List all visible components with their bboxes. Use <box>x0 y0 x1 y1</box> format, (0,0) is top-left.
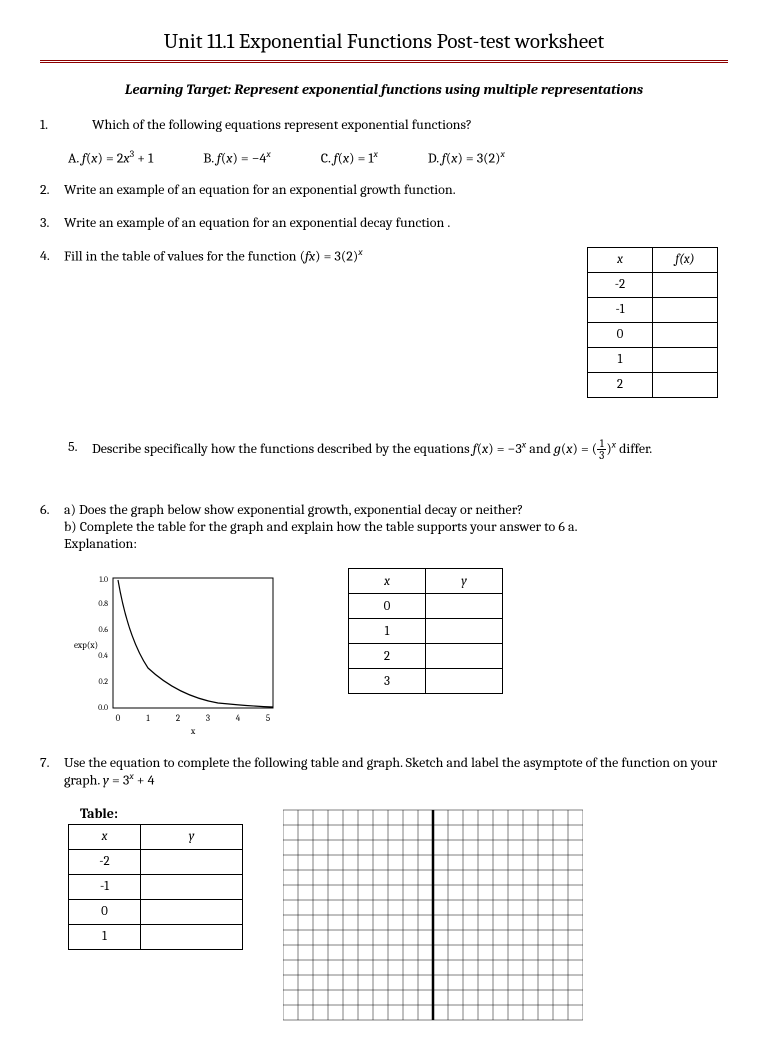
q7-th-x: x <box>69 824 141 849</box>
question-1: 1. Which of the following equations repr… <box>40 116 728 133</box>
q4-th-fx: f(x) <box>653 247 718 272</box>
table-cell: 1 <box>588 347 653 372</box>
table-cell: 0 <box>69 899 141 924</box>
q5-number: 5. <box>68 438 92 461</box>
svg-text:x: x <box>190 727 196 737</box>
table-cell[interactable] <box>141 899 243 924</box>
q4-th-x: x <box>588 247 653 272</box>
table-cell[interactable] <box>653 272 718 297</box>
graph-grid <box>283 805 583 1025</box>
q1-option-d: D. f(x) = 3(2)x <box>428 149 505 167</box>
table-cell: 2 <box>349 644 426 669</box>
svg-text:0.2: 0.2 <box>98 677 108 686</box>
q5-text: Describe specifically how the functions … <box>92 438 728 461</box>
q1-options: A. f(x) = 2x3 + 1 B. f(x) = −4x C. f(x) … <box>68 149 728 167</box>
table-cell[interactable] <box>141 874 243 899</box>
q1-option-c: C. f(x) = 1x <box>321 149 378 167</box>
q2-number: 2. <box>40 181 64 198</box>
page-title: Unit 11.1 Exponential Functions Post-tes… <box>40 30 728 63</box>
q7-th-y: y <box>141 824 243 849</box>
svg-text:0.8: 0.8 <box>98 599 108 608</box>
svg-text:1: 1 <box>146 714 150 724</box>
table-cell[interactable] <box>141 849 243 874</box>
q7-table: xy -2 -1 0 1 <box>68 824 243 950</box>
q4-number: 4. <box>40 247 64 265</box>
svg-text:1.0: 1.0 <box>99 575 108 584</box>
table-cell[interactable] <box>426 644 503 669</box>
q4-text: Fill in the table of values for the func… <box>64 247 587 265</box>
svg-text:0.4: 0.4 <box>98 651 108 660</box>
question-3: 3. Write an example of an equation for a… <box>40 214 728 231</box>
q7-text: Use the equation to complete the followi… <box>64 754 728 789</box>
table-cell[interactable] <box>653 347 718 372</box>
table-cell: -1 <box>588 297 653 322</box>
svg-text:5: 5 <box>266 714 270 724</box>
question-4-row: 4. Fill in the table of values for the f… <box>40 247 728 398</box>
q1-option-a: A. f(x) = 2x3 + 1 <box>68 149 153 167</box>
svg-text:2: 2 <box>176 714 180 724</box>
table-cell[interactable] <box>653 297 718 322</box>
question-6: 6. a) Does the graph below show exponent… <box>40 501 728 552</box>
table-cell: 2 <box>588 372 653 397</box>
table-cell: 1 <box>69 924 141 949</box>
q6-th-x: x <box>349 569 426 594</box>
table-cell: -1 <box>69 874 141 899</box>
table-cell: 0 <box>349 594 426 619</box>
question-7: 7. Use the equation to complete the foll… <box>40 754 728 789</box>
q1-option-b: B. f(x) = −4x <box>203 149 271 167</box>
table-cell[interactable] <box>653 372 718 397</box>
q3-text: Write an example of an equation for an e… <box>64 214 728 231</box>
q2-text: Write an example of an equation for an e… <box>64 181 728 198</box>
learning-target: Learning Target: Represent exponential f… <box>40 81 728 98</box>
svg-text:exp(x): exp(x) <box>74 641 98 651</box>
q1-text: Which of the following equations represe… <box>92 116 728 133</box>
question-2: 2. Write an example of an equation for a… <box>40 181 728 198</box>
q3-number: 3. <box>40 214 64 231</box>
question-5: 5. Describe specifically how the functio… <box>68 438 728 461</box>
table-cell: 3 <box>349 669 426 694</box>
q1-number: 1. <box>40 116 64 133</box>
table-cell: -2 <box>588 272 653 297</box>
q7-table-label: Table: <box>80 805 243 822</box>
table-cell[interactable] <box>141 924 243 949</box>
q6-chart-row: 0.0 0.2 0.4 0.6 0.8 1.0 0 1 2 3 4 5 exp(… <box>68 568 728 738</box>
svg-text:0.0: 0.0 <box>98 703 108 712</box>
svg-text:4: 4 <box>236 714 241 724</box>
q7-number: 7. <box>40 754 64 789</box>
q6-number: 6. <box>40 501 64 552</box>
table-cell[interactable] <box>653 322 718 347</box>
table-cell: 1 <box>349 619 426 644</box>
table-cell: -2 <box>69 849 141 874</box>
q4-table: xf(x) -2 -1 0 1 2 <box>587 247 718 398</box>
table-cell[interactable] <box>426 594 503 619</box>
svg-text:3: 3 <box>206 714 210 724</box>
q6-table: xy 0 1 2 3 <box>348 568 503 694</box>
q6-a: a) Does the graph below show exponential… <box>64 501 728 518</box>
decay-chart: 0.0 0.2 0.4 0.6 0.8 1.0 0 1 2 3 4 5 exp(… <box>68 568 288 738</box>
q6-th-y: y <box>426 569 503 594</box>
table-cell[interactable] <box>426 619 503 644</box>
svg-text:0: 0 <box>116 714 121 724</box>
svg-text:0.6: 0.6 <box>98 625 108 634</box>
q6-b: b) Complete the table for the graph and … <box>64 518 728 535</box>
q6-explanation-label: Explanation: <box>64 535 728 552</box>
table-cell[interactable] <box>426 669 503 694</box>
table-cell: 0 <box>588 322 653 347</box>
